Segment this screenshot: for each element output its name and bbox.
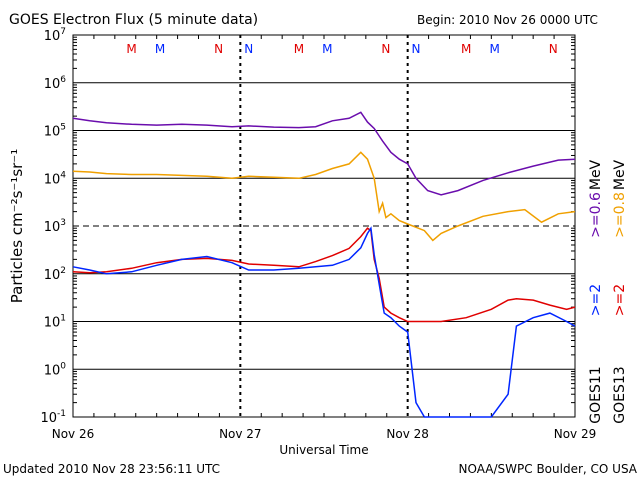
orbit-marker: N (412, 42, 421, 56)
series-line (72, 151, 576, 242)
orbit-marker: N (549, 42, 558, 56)
x-axis-label: Universal Time (279, 443, 368, 457)
legend-label: >=0.6 (588, 192, 604, 238)
legend-label: MeV (588, 159, 604, 190)
orbit-marker: N (244, 42, 253, 56)
y-tick-label: 102 (44, 266, 66, 283)
y-tick-label: 107 (44, 27, 66, 44)
y-tick-label: 105 (44, 123, 66, 140)
y-tick-label: 104 (44, 170, 67, 187)
y-tick-label: 106 (44, 75, 67, 92)
orbit-marker: M (461, 42, 471, 56)
begin-time: Begin: 2010 Nov 26 0000 UTC (417, 13, 598, 27)
x-tick-label: Nov 29 (554, 427, 597, 441)
legend-label: MeV (612, 159, 628, 190)
x-tick-label: Nov 28 (386, 427, 429, 441)
series-line (72, 227, 576, 323)
chart-title: GOES Electron Flux (5 minute data) (9, 12, 258, 28)
legend-label: >=2 (588, 284, 604, 316)
x-axis-ticks: Nov 26 Nov 27 Nov 28 Nov 29 (52, 35, 597, 441)
updated-time: Updated 2010 Nov 28 23:56:11 UTC (3, 462, 220, 476)
data-series (72, 111, 576, 418)
legend-label: >=0.8 (612, 192, 628, 238)
x-tick-label: Nov 27 (219, 427, 262, 441)
y-tick-label: 100 (44, 361, 67, 378)
y-tick-label: 101 (44, 314, 66, 331)
legend-label: >=2 (612, 284, 628, 316)
y-tick-label: 10-1 (40, 409, 66, 426)
y-axis-ticks: 107 106 105 104 103 102 101 100 10-1 (40, 27, 575, 426)
legend-label: GOES11 (588, 366, 604, 423)
y-axis-label: Particles cm⁻²s⁻¹sr⁻¹ (8, 149, 26, 303)
legend-label: GOES13 (612, 366, 628, 423)
series-line (72, 226, 576, 418)
x-tick-label: Nov 26 (52, 427, 95, 441)
orbit-marker: N (214, 42, 223, 56)
orbit-marker: M (126, 42, 136, 56)
series-line (72, 111, 576, 196)
orbit-marker: N (381, 42, 390, 56)
orbit-marker: M (155, 42, 165, 56)
orbit-marker: M (322, 42, 332, 56)
orbit-marker: M (294, 42, 304, 56)
series-legend: GOES11 >=2 >=0.6 MeV GOES13 >=2 >=0.8 MeV (588, 159, 628, 423)
gridlines (73, 82, 575, 370)
orbit-marker: M (490, 42, 500, 56)
credit-text: NOAA/SWPC Boulder, CO USA (459, 462, 638, 476)
y-tick-label: 103 (44, 218, 66, 235)
